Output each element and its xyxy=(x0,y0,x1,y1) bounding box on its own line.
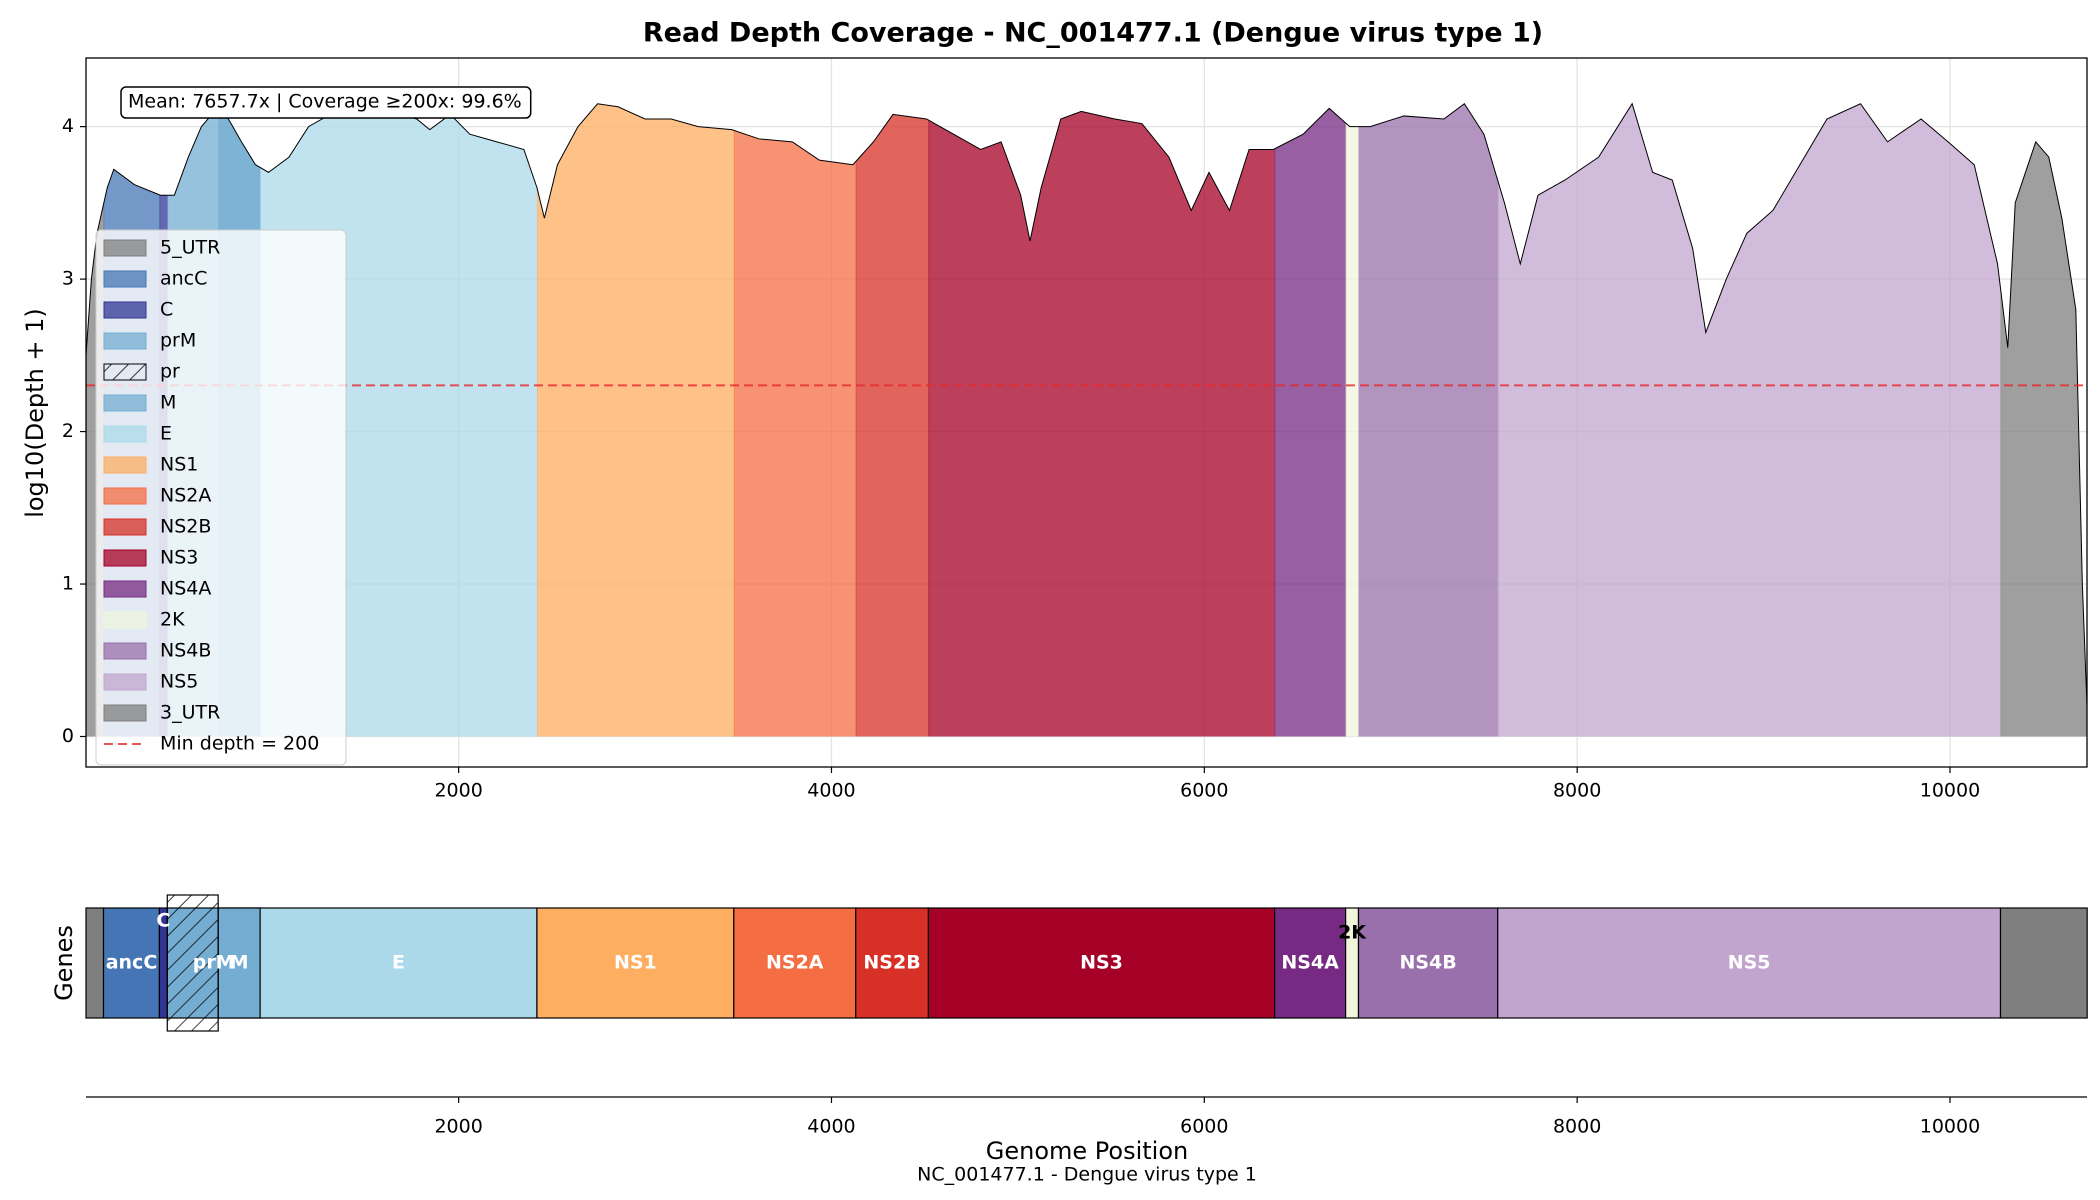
gene-block xyxy=(102,907,161,1019)
gene-label: prM xyxy=(193,952,235,974)
y-tick-label: 4 xyxy=(62,115,74,137)
legend-label: 2K xyxy=(160,609,185,631)
legend-swatch xyxy=(103,642,147,660)
gene-label: C xyxy=(156,910,170,932)
legend-swatch xyxy=(103,456,147,474)
coverage-fill xyxy=(928,111,1276,737)
x-tick-label: 4000 xyxy=(807,780,855,802)
annotation-box xyxy=(120,86,532,119)
gene-block xyxy=(855,907,930,1019)
coverage-fill xyxy=(1497,103,2002,737)
subtitle: NC_001477.1 - Dengue virus type 1 xyxy=(917,1164,1257,1186)
x-tick-label: 8000 xyxy=(1553,1116,1601,1138)
coverage-line xyxy=(85,102,2088,707)
legend-label: NS2B xyxy=(160,516,211,538)
legend-label: 3_UTR xyxy=(160,702,220,724)
coverage-fill xyxy=(1274,108,1347,737)
x-tick-label: 2000 xyxy=(434,1116,482,1138)
legend-swatch xyxy=(103,239,147,257)
y-tick-label: 2 xyxy=(62,420,74,442)
gene-block xyxy=(259,907,538,1019)
y-tick-label: 1 xyxy=(62,573,74,595)
legend-label: ancC xyxy=(160,268,207,290)
coverage-fill xyxy=(536,103,735,737)
track-y-label: Genes xyxy=(50,925,78,1001)
legend-label: E xyxy=(160,423,172,445)
coverage-fill xyxy=(1358,103,1499,737)
legend-swatch xyxy=(103,580,147,598)
gene-block xyxy=(85,907,105,1019)
legend-label: NS4B xyxy=(160,640,211,662)
chart-title: Read Depth Coverage - NC_001477.1 (Dengu… xyxy=(643,18,1543,49)
legend-swatch xyxy=(103,270,147,288)
legend-swatch xyxy=(103,611,147,629)
gene-block xyxy=(536,907,735,1019)
legend-label: NS3 xyxy=(160,547,198,569)
gene-block xyxy=(733,907,857,1019)
gene-label: NS4A xyxy=(1281,952,1339,974)
legend-label: pr xyxy=(160,361,180,383)
legend-swatch xyxy=(103,301,147,319)
x-tick-label: 6000 xyxy=(1180,780,1228,802)
legend-swatch xyxy=(103,425,147,443)
gene-label: 2K xyxy=(1338,922,1367,944)
legend-swatch xyxy=(103,487,147,505)
x-tick-label: 10000 xyxy=(1920,1116,1980,1138)
coverage-fill xyxy=(1345,122,1360,737)
x-tick-label: 2000 xyxy=(434,780,482,802)
gene-label: NS5 xyxy=(1728,952,1771,974)
legend-swatch xyxy=(103,704,147,722)
legend-label: C xyxy=(160,299,173,321)
gene-label: NS3 xyxy=(1080,952,1123,974)
legend-label: prM xyxy=(160,330,196,352)
legend-swatch xyxy=(103,363,147,381)
legend-swatch xyxy=(103,332,147,350)
gene-block xyxy=(927,907,1276,1019)
coverage-fill xyxy=(2000,141,2087,737)
coverage-fill xyxy=(855,114,930,737)
gene-label: NS2B xyxy=(863,952,920,974)
legend-swatch xyxy=(103,673,147,691)
gene-block-hatched xyxy=(166,894,219,1032)
coverage-fill xyxy=(733,130,857,737)
gene-label: NS2A xyxy=(766,952,824,974)
y-axis-label: log10(Depth + 1) xyxy=(21,308,49,518)
gene-label: E xyxy=(392,952,405,974)
x-axis-label: Genome Position xyxy=(986,1137,1188,1165)
legend-swatch xyxy=(103,549,147,567)
gene-label: M xyxy=(230,952,249,974)
gene-label: NS4B xyxy=(1399,952,1456,974)
gene-label: ancC xyxy=(106,952,158,974)
x-tick-label: 6000 xyxy=(1180,1116,1228,1138)
x-tick-label: 4000 xyxy=(807,1116,855,1138)
legend-label: M xyxy=(160,392,176,414)
gene-block xyxy=(1497,907,2002,1019)
legend-label: NS4A xyxy=(160,578,211,600)
gene-label: NS1 xyxy=(614,952,657,974)
gene-block xyxy=(1357,907,1499,1019)
y-tick-label: 0 xyxy=(62,725,74,747)
legend-label: NS1 xyxy=(160,454,198,476)
legend-swatch xyxy=(103,394,147,412)
x-tick-label: 10000 xyxy=(1920,780,1980,802)
gene-block xyxy=(1999,907,2088,1019)
legend-label: NS5 xyxy=(160,671,198,693)
y-tick-label: 3 xyxy=(62,268,74,290)
legend-label: NS2A xyxy=(160,485,211,507)
legend-label: 5_UTR xyxy=(160,237,220,259)
annotation: Mean: 7657.7x | Coverage ≥200x: 99.6% xyxy=(128,91,522,113)
legend-box xyxy=(95,229,347,766)
plot-frame xyxy=(85,57,2088,768)
legend-swatch xyxy=(103,518,147,536)
x-tick-label: 8000 xyxy=(1553,780,1601,802)
legend-label: Min depth = 200 xyxy=(160,733,319,755)
